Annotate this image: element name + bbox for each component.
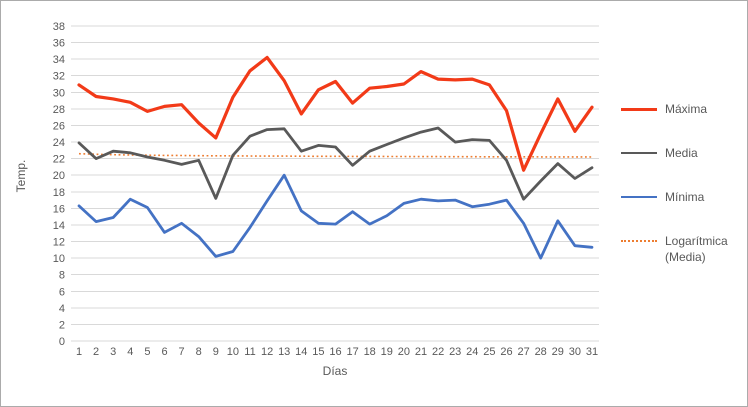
legend: Máxima Media Mínima Logarítmica (Media) [621, 101, 745, 293]
legend-item-m-nima: Mínima [621, 189, 745, 205]
x-tick-label: 20 [398, 346, 410, 358]
x-tick-label: 27 [517, 346, 529, 358]
x-tick-label: 31 [586, 346, 598, 358]
y-tick-label: 32 [53, 71, 65, 83]
y-tick-label: 2 [59, 319, 65, 331]
x-tick-label: 28 [535, 346, 547, 358]
y-tick-label: 4 [59, 303, 65, 315]
y-tick-label: 6 [59, 286, 65, 298]
y-tick-label: 18 [53, 187, 65, 199]
y-tick-label: 14 [53, 220, 65, 232]
y-axis-title: Temp. [14, 159, 28, 193]
x-tick-label: 9 [213, 346, 219, 358]
legend-item-m-xima: Máxima [621, 101, 745, 117]
legend-line-sample [621, 108, 657, 111]
x-tick-label: 10 [227, 346, 239, 358]
x-tick-label: 6 [161, 346, 167, 358]
x-tick-label: 2 [93, 346, 99, 358]
legend-line-sample [621, 196, 657, 198]
y-tick-label: 12 [53, 237, 65, 249]
legend-line-sample [621, 240, 657, 242]
x-tick-label: 23 [449, 346, 461, 358]
y-tick-label: 0 [59, 336, 65, 348]
y-tick-label: 8 [59, 270, 65, 282]
x-tick-label: 22 [432, 346, 444, 358]
legend-item-logar-tmica-media-: Logarítmica (Media) [621, 233, 745, 265]
legend-item-media: Media [621, 145, 745, 161]
x-tick-label: 16 [329, 346, 341, 358]
x-tick-label: 24 [466, 346, 478, 358]
x-tick-label: 11 [244, 346, 255, 358]
x-tick-label: 1 [76, 346, 82, 358]
x-tick-label: 7 [179, 346, 185, 358]
x-tick-label: 18 [364, 346, 376, 358]
x-tick-label: 3 [110, 346, 116, 358]
y-tick-label: 34 [53, 54, 65, 66]
y-tick-label: 36 [53, 38, 65, 50]
y-tick-label: 38 [53, 21, 65, 33]
legend-label: Mínima [665, 190, 705, 204]
y-tick-label: 16 [53, 203, 65, 215]
x-tick-label: 13 [278, 346, 290, 358]
legend-label: Media [665, 146, 698, 160]
y-tick-label: 26 [53, 120, 65, 132]
legend-label: Máxima [665, 102, 708, 116]
x-tick-label: 12 [261, 346, 273, 358]
legend-line-sample [621, 152, 657, 154]
x-tick-label: 15 [312, 346, 324, 358]
x-tick-label: 29 [552, 346, 564, 358]
x-tick-label: 21 [415, 346, 427, 358]
series-line-media [77, 126, 594, 201]
x-tick-label: 19 [381, 346, 393, 358]
x-tick-label: 26 [500, 346, 512, 358]
y-tick-label: 22 [53, 154, 65, 166]
legend-label: Logarítmica (Media) [665, 234, 728, 264]
y-tick-label: 28 [53, 104, 65, 116]
x-tick-label: 17 [346, 346, 358, 358]
series-line-máxima [77, 55, 594, 172]
x-tick-label: 5 [144, 346, 150, 358]
trendline-logaritmica [78, 152, 593, 158]
x-tick-label: 4 [127, 346, 133, 358]
y-tick-label: 10 [53, 253, 65, 265]
y-tick-label: 20 [53, 170, 65, 182]
y-tick-label: 24 [53, 137, 65, 149]
x-tick-label: 14 [295, 346, 307, 358]
x-tick-label: 8 [196, 346, 202, 358]
x-tick-label: 25 [483, 346, 495, 358]
series-line-mínima [77, 173, 594, 260]
x-axis-title: Días [322, 364, 348, 378]
y-tick-label: 30 [53, 87, 65, 99]
x-tick-label: 30 [569, 346, 581, 358]
